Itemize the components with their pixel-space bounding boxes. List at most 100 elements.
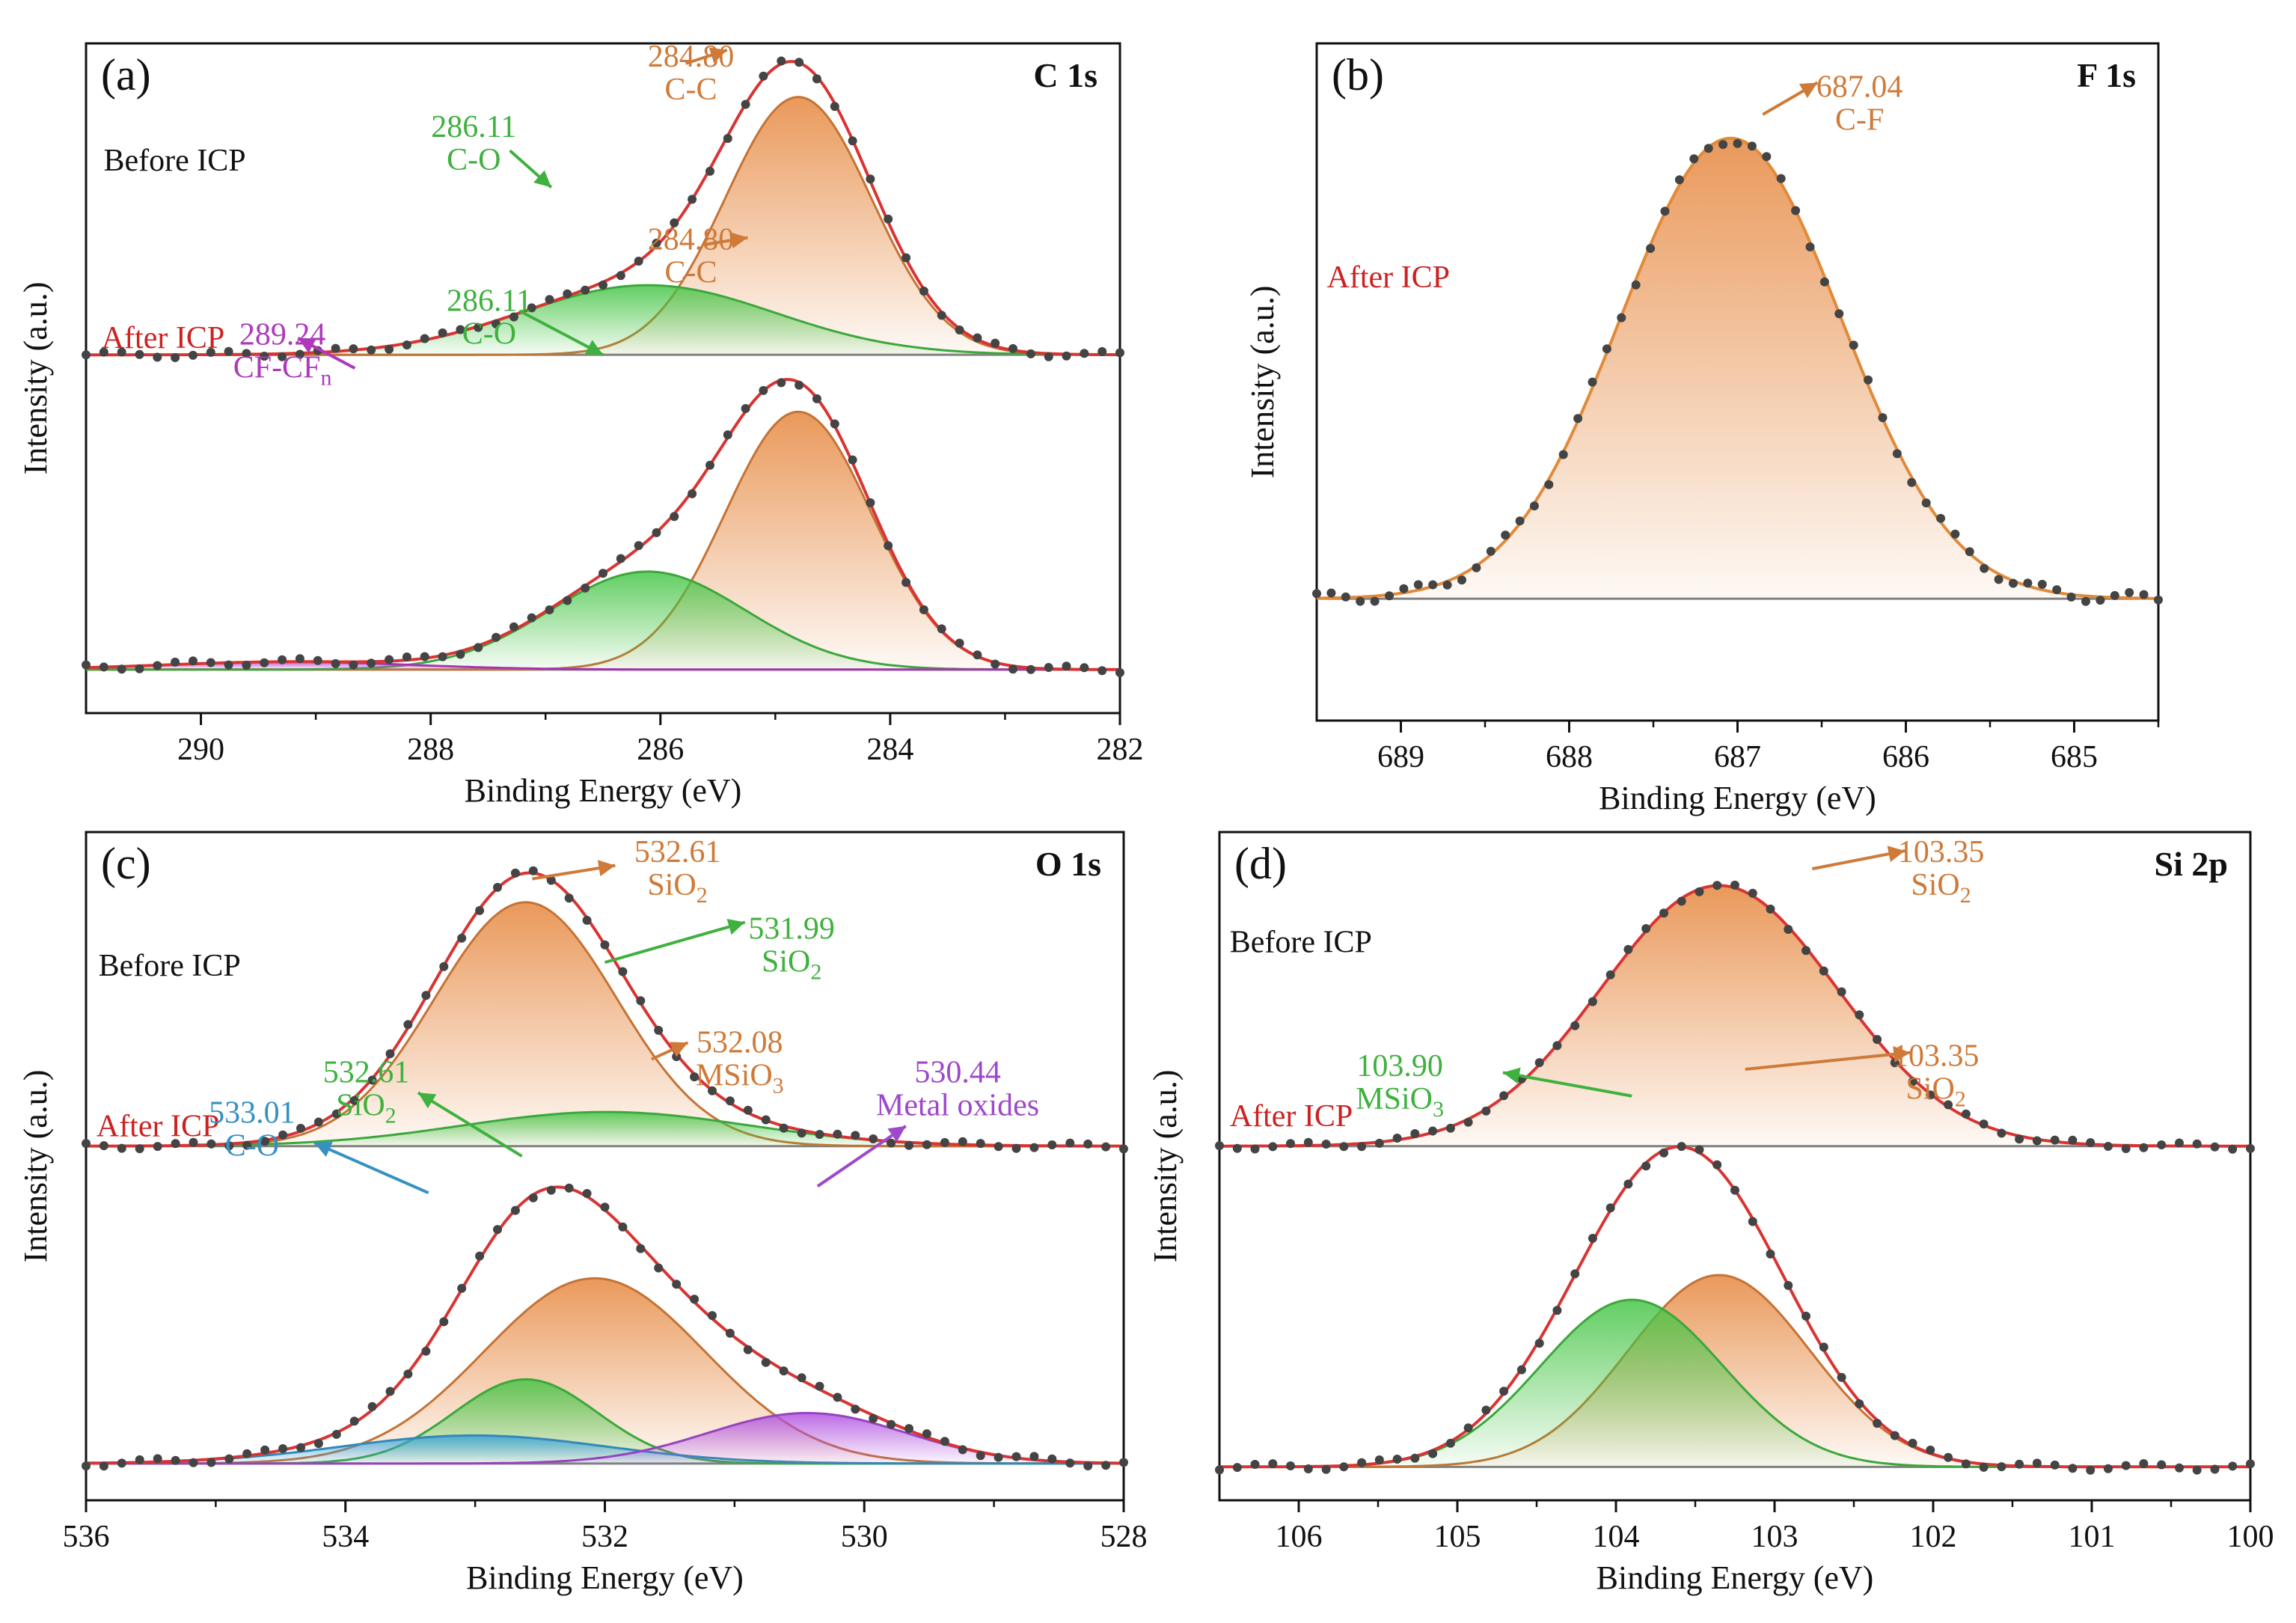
- data-point: [1286, 1461, 1295, 1470]
- data-point: [1805, 242, 1815, 251]
- data-point: [1766, 1249, 1775, 1259]
- data-point: [1965, 547, 1974, 557]
- data-point: [1250, 1460, 1260, 1469]
- data-point: [690, 1295, 699, 1304]
- data-point: [1864, 375, 1873, 385]
- data-point: [1286, 1139, 1295, 1149]
- data-point: [618, 1222, 628, 1232]
- data-point: [919, 605, 928, 614]
- data-point: [1980, 563, 1989, 573]
- data-point: [313, 655, 322, 665]
- data-point: [725, 1096, 735, 1106]
- data-point: [1442, 580, 1452, 590]
- x-tick-label: 528: [1100, 1520, 1148, 1554]
- data-point: [153, 661, 162, 670]
- data-point: [1659, 908, 1668, 918]
- data-point: [708, 1086, 717, 1095]
- peak-species-label: C-F: [1835, 103, 1884, 138]
- data-point: [1268, 1142, 1278, 1152]
- data-point: [777, 378, 786, 388]
- data-point: [1908, 1438, 1917, 1448]
- peak-value-label: 284.80: [648, 222, 735, 257]
- data-point: [1232, 1463, 1242, 1473]
- peak-value-label: 103.35: [1893, 1039, 1980, 1073]
- data-point: [1321, 1140, 1331, 1149]
- data-point: [672, 1280, 682, 1289]
- data-point: [940, 1437, 949, 1446]
- data-point: [456, 649, 465, 659]
- data-point: [848, 455, 857, 465]
- data-point: [1766, 904, 1775, 914]
- data-point: [510, 868, 520, 878]
- data-point: [278, 1444, 288, 1453]
- x-tick-label: 530: [841, 1520, 888, 1554]
- annotation-arrow-head: [314, 1142, 333, 1158]
- data-point: [475, 1251, 485, 1261]
- peak-species-label: C-C: [664, 255, 717, 290]
- data-point: [1410, 1129, 1420, 1138]
- data-point: [582, 1189, 592, 1198]
- data-point: [1819, 966, 1828, 976]
- data-point: [82, 1139, 91, 1149]
- data-point: [2009, 578, 2018, 588]
- data-point: [1602, 344, 1611, 354]
- data-point: [652, 238, 661, 248]
- data-point: [1623, 1179, 1633, 1189]
- peak-fill-533.01: [86, 1435, 1124, 1464]
- data-point: [224, 1141, 234, 1151]
- data-point: [438, 328, 447, 337]
- data-point: [636, 1244, 646, 1253]
- peak-value-label: 533.01: [209, 1095, 296, 1130]
- data-point: [1357, 1142, 1367, 1152]
- data-point: [1080, 349, 1089, 358]
- data-point: [545, 605, 554, 614]
- panel-label: (d): [1234, 839, 1287, 888]
- data-point: [884, 214, 893, 224]
- peak-fill-289.24: [86, 661, 1120, 670]
- data-point: [922, 1140, 931, 1149]
- data-point: [940, 1137, 949, 1147]
- data-point: [851, 1131, 860, 1140]
- data-point: [922, 1429, 931, 1439]
- peak-value-label: 103.90: [1356, 1049, 1443, 1083]
- data-point: [1834, 309, 1844, 319]
- data-point: [869, 1413, 878, 1423]
- y-axis-label: Intensity (a.u.): [17, 1070, 54, 1263]
- data-point: [1029, 1143, 1039, 1152]
- data-point: [2103, 1464, 2113, 1473]
- stack-label: After ICP: [102, 321, 224, 355]
- data-point: [82, 350, 91, 360]
- data-point: [1552, 1306, 1562, 1315]
- data-point: [1428, 1449, 1438, 1458]
- data-point: [295, 654, 304, 664]
- data-point: [2081, 596, 2090, 606]
- data-point: [1516, 1365, 1526, 1375]
- data-point: [1428, 1126, 1438, 1136]
- data-point: [652, 528, 661, 537]
- data-point: [1062, 661, 1071, 671]
- annotation-arrow-head: [1893, 1045, 1911, 1063]
- data-point: [1997, 1128, 2006, 1138]
- data-point: [1890, 1431, 1899, 1440]
- data-point: [564, 1183, 574, 1193]
- data-point: [1588, 377, 1597, 387]
- data-point: [1712, 881, 1722, 890]
- data-point: [475, 905, 485, 915]
- data-point: [2192, 1465, 2202, 1475]
- data-point: [599, 569, 607, 578]
- panel-a: 290 288 286 284 282 Binding Energy (eV) (a) C 1…: [82, 40, 1144, 809]
- data-point: [1501, 531, 1510, 540]
- annotation-arrow-head: [726, 919, 745, 935]
- data-point: [887, 1138, 896, 1148]
- data-point: [171, 352, 180, 362]
- data-point: [242, 349, 251, 358]
- x-axis-label: Binding Energy (eV): [1597, 1559, 1874, 1596]
- data-point: [189, 350, 198, 360]
- data-point: [1873, 1035, 1882, 1045]
- data-point: [117, 1143, 126, 1153]
- data-point: [1979, 1119, 1989, 1129]
- data-point: [1029, 1452, 1039, 1461]
- annotation-arrow-head: [730, 232, 748, 248]
- data-point: [1873, 1419, 1882, 1428]
